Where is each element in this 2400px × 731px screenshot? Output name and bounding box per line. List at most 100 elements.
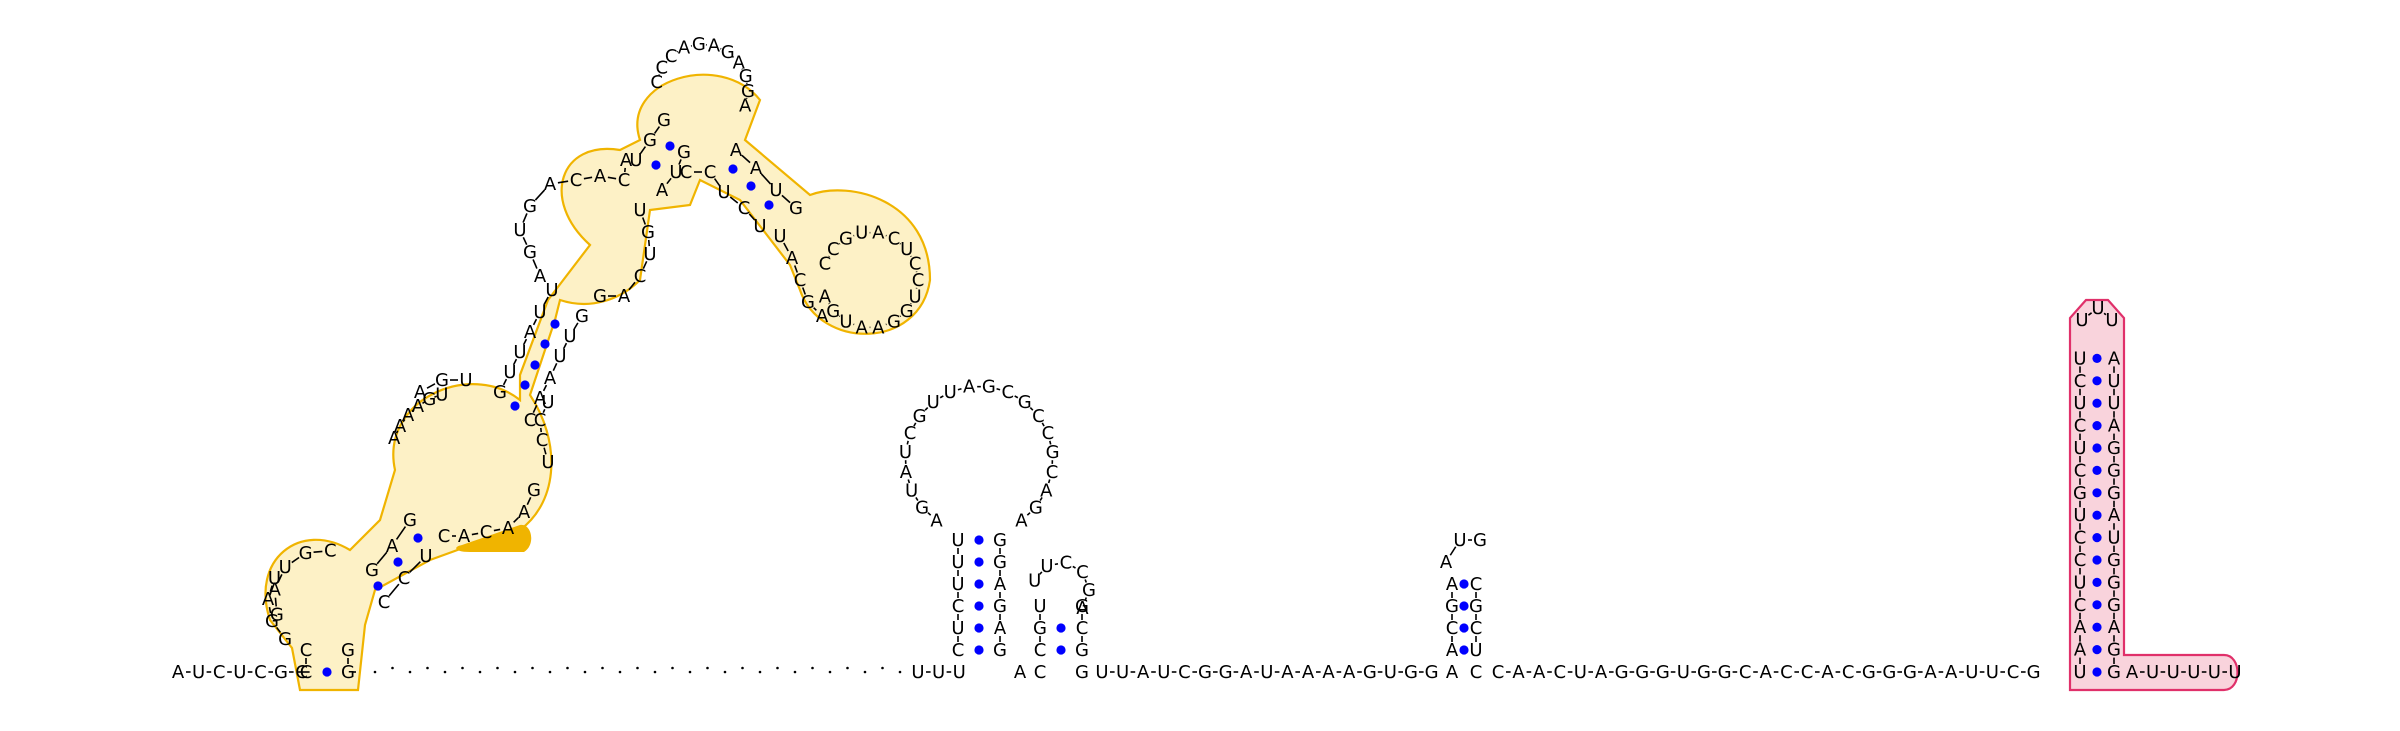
nucleotide-u: U <box>2107 528 2120 549</box>
backbone-link <box>1026 512 1031 516</box>
nucleotide-g: G <box>493 382 507 403</box>
nucleotide-c: C <box>634 266 647 287</box>
spacer-dot <box>793 670 797 674</box>
nucleotide-u: U <box>2073 438 2086 459</box>
base-pair-dot <box>2092 622 2102 632</box>
backbone-link <box>1449 546 1457 556</box>
nucleotide-a: A <box>1512 662 1525 683</box>
nucleotide-u: U <box>419 546 432 567</box>
nucleotide-g: G <box>274 662 288 683</box>
backbone-link <box>741 154 751 164</box>
nucleotide-g: G <box>826 301 840 322</box>
nucleotide-u: U <box>1453 530 1466 551</box>
base-pair-dot <box>2092 600 2102 610</box>
spacer-dot <box>513 670 517 674</box>
nucleotide-u: U <box>2073 505 2086 526</box>
base-pair-dot <box>1459 579 1469 589</box>
nucleotide-a: A <box>900 462 913 483</box>
nucleotide-g: G <box>1656 662 1670 683</box>
backbone-link <box>583 176 593 180</box>
nucleotide-c: C <box>2074 460 2087 481</box>
nucleotide-a: A <box>2074 617 2087 638</box>
nucleotide-g: G <box>915 497 929 518</box>
nucleotide-u: U <box>1677 662 1690 683</box>
nucleotide-c: C <box>1842 662 1855 683</box>
nucleotide-c: C <box>324 541 337 562</box>
nucleotide-g: G <box>1018 392 1032 413</box>
nucleotide-c: C <box>2074 595 2087 616</box>
nucleotide-g: G <box>982 377 996 398</box>
nucleotide-u: U <box>629 150 642 171</box>
nucleotide-g: G <box>365 560 379 581</box>
nucleotide-c: C <box>2007 662 2020 683</box>
nucleotide-a: A <box>1533 662 1546 683</box>
backbone-link <box>268 606 272 614</box>
nucleotide-a: A <box>1137 662 1150 683</box>
backbone-link <box>274 597 277 607</box>
nucleotide-u: U <box>435 384 448 405</box>
backbone-link <box>493 528 501 532</box>
nucleotide-g: G <box>641 222 655 243</box>
nucleotide-a: A <box>269 580 282 601</box>
nucleotide-c: C <box>378 592 391 613</box>
spacer-dot <box>531 666 534 670</box>
nucleotide-a: A <box>816 306 829 327</box>
nucleotide-a: A <box>856 317 869 338</box>
backbone-link <box>277 574 283 583</box>
base-pair-dot <box>2092 488 2102 498</box>
nucleotide-g: G <box>1029 497 1043 518</box>
backbone-link <box>395 430 399 434</box>
highlighted-domain-outline <box>264 73 932 692</box>
nucleotide-u: U <box>541 452 554 473</box>
nucleotide-g: G <box>2027 662 2041 683</box>
nucleotide-u: U <box>944 382 957 403</box>
nucleotide-a: A <box>544 174 557 195</box>
backbone-link <box>996 387 1001 391</box>
nucleotide-g: G <box>1046 442 1060 463</box>
spacer-dot <box>898 670 902 674</box>
spacer-dot <box>758 670 762 674</box>
nucleotide-c: C <box>888 228 901 249</box>
nucleotide-u: U <box>1965 662 1978 683</box>
nucleotide-c: C <box>300 640 313 661</box>
backbone-link <box>607 176 617 180</box>
nucleotide-g: G <box>1363 662 1377 683</box>
nucleotide-u: U <box>1574 662 1587 683</box>
nucleotide-g: G <box>1445 596 1459 617</box>
backbone-link <box>939 395 944 399</box>
nucleotide-a: A <box>2108 505 2121 526</box>
nucleotide-g: G <box>657 110 671 131</box>
backbone-link <box>801 287 807 295</box>
nucleotide-a: A <box>1302 662 1315 683</box>
nucleotide-c: C <box>665 46 678 67</box>
nucleotide-g: G <box>677 142 691 163</box>
base-pair-dot <box>540 339 550 349</box>
nucleotide-a: A <box>458 526 471 547</box>
nucleotide-c: C <box>1034 662 1047 683</box>
backbone-link <box>542 384 548 392</box>
nucleotide-g: G <box>299 543 313 564</box>
nucleotide-u: U <box>553 346 566 367</box>
nucleotide-a: A <box>1924 662 1937 683</box>
nucleotide-a: A <box>262 589 275 610</box>
nucleotide-a: A <box>518 502 531 523</box>
nucleotide-a: A <box>656 180 669 201</box>
base-pair-dot <box>2092 533 2102 543</box>
nucleotide-u: U <box>1157 662 1170 683</box>
spacer-dot <box>391 666 394 670</box>
backbone-link <box>907 479 911 484</box>
nucleotide-a: A <box>534 266 547 287</box>
backbone-link <box>471 532 479 536</box>
nucleotide-a: A <box>172 662 185 683</box>
nucleotide-u: U <box>2208 662 2221 683</box>
nucleotide-c: C <box>1492 662 1505 683</box>
nucleotide-g: G <box>2107 460 2121 481</box>
nucleotide-a: A <box>963 377 976 398</box>
backbone-link <box>1047 479 1051 484</box>
nucleotide-c: C <box>1470 618 1483 639</box>
base-pair-dot <box>520 380 530 390</box>
nucleotide-u: U <box>953 662 966 683</box>
nucleotide-g: G <box>265 611 279 632</box>
nucleotide-c: C <box>704 162 717 183</box>
nucleotide-u: U <box>951 618 964 639</box>
